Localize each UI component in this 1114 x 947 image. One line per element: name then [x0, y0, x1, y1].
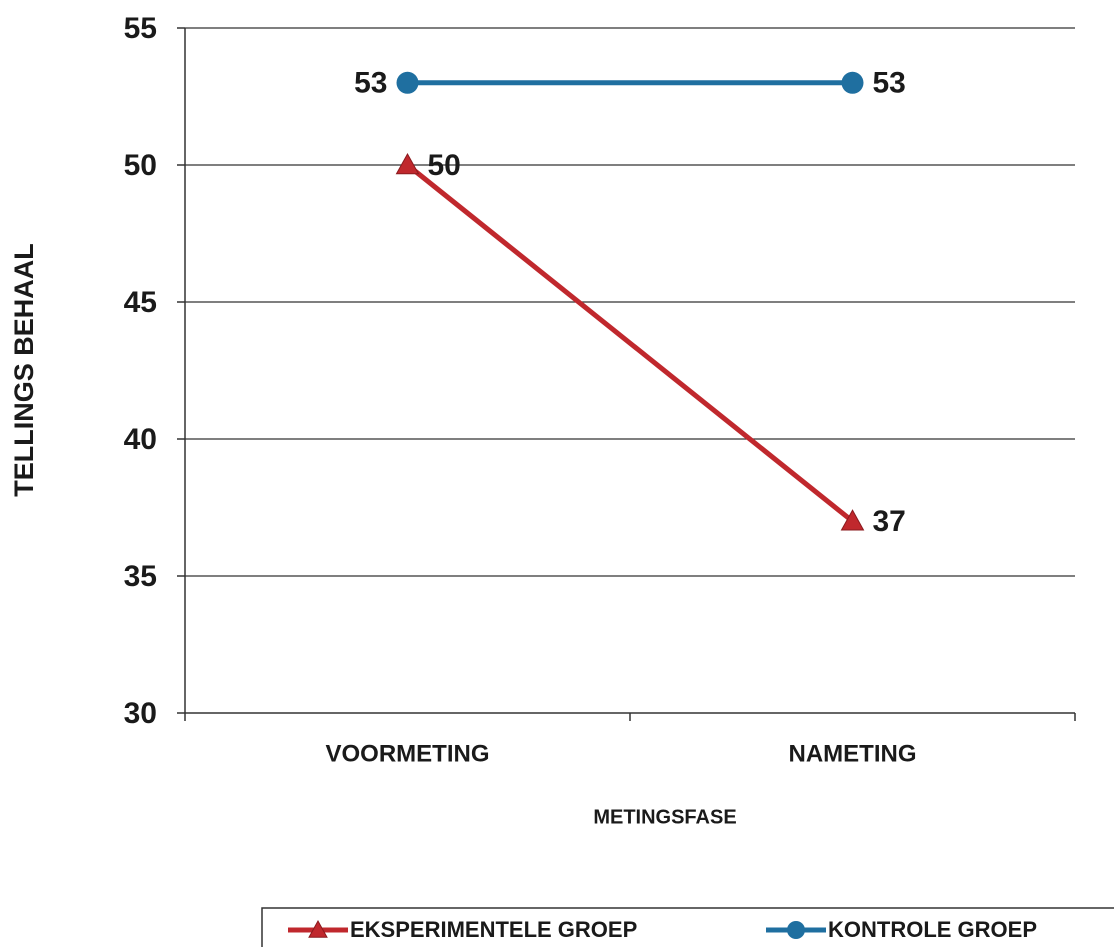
marker	[396, 71, 419, 94]
marker	[787, 921, 805, 939]
x-tick-label: VOORMETING	[325, 740, 489, 767]
y-tick-label: 40	[124, 423, 157, 456]
y-tick-label: 55	[124, 12, 157, 45]
data-label: 37	[873, 505, 906, 538]
y-tick-label: 35	[124, 560, 157, 593]
marker	[841, 71, 864, 94]
data-label: 50	[428, 149, 461, 182]
y-tick-label: 45	[124, 286, 157, 319]
marker	[840, 509, 865, 531]
marker	[395, 152, 420, 175]
marker	[308, 919, 328, 938]
series-line	[405, 163, 855, 524]
legend-label: KONTROLE GROEP	[828, 917, 1037, 942]
data-label: 53	[873, 67, 906, 100]
legend-box	[261, 907, 1114, 947]
x-axis-title: METINGSFASE	[593, 806, 736, 828]
y-tick-label: 30	[124, 697, 157, 730]
data-label: 53	[354, 67, 387, 100]
legend-label: EKSPERIMENTELE GROEP	[350, 917, 637, 942]
y-axis-title: TELLINGS BEHAAL	[9, 243, 39, 497]
y-tick-label: 50	[124, 149, 157, 182]
x-tick-label: NAMETING	[789, 740, 917, 767]
